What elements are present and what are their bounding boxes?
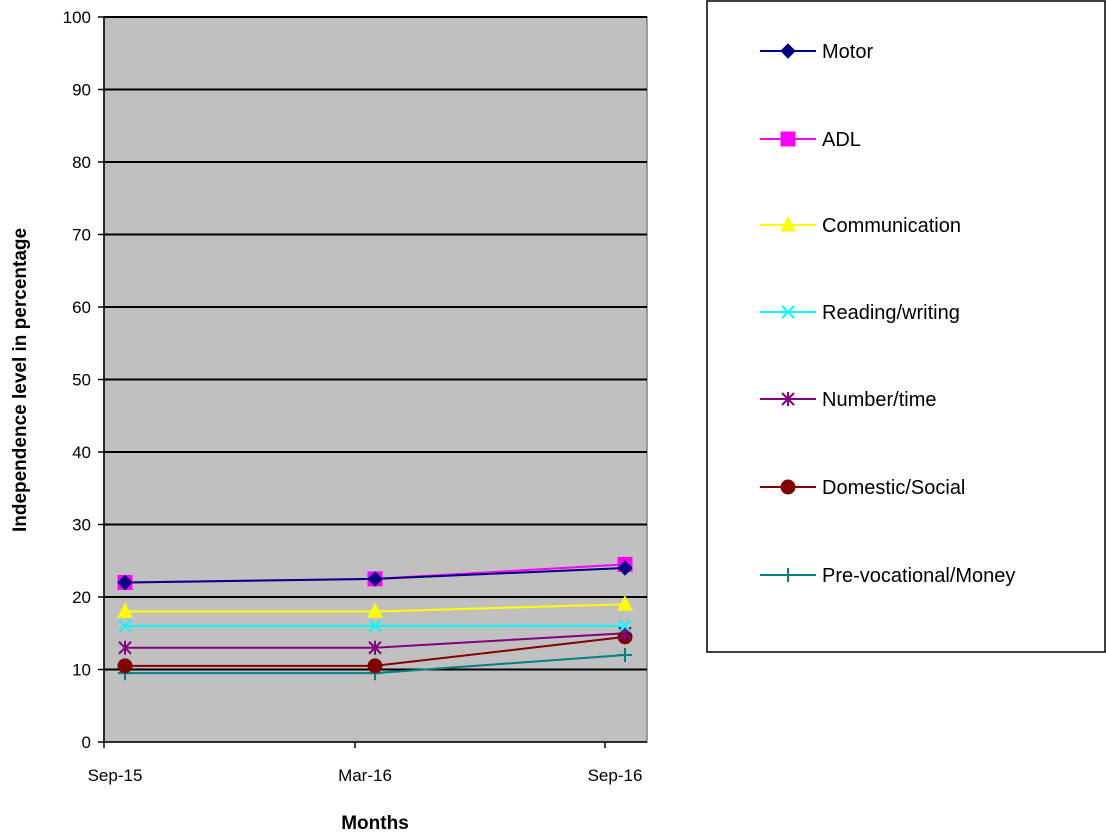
data-point bbox=[618, 648, 632, 662]
data-point bbox=[368, 640, 382, 655]
data-point bbox=[117, 602, 133, 618]
data-point bbox=[367, 658, 383, 674]
legend-label: Number/time bbox=[822, 389, 936, 411]
legend-label: Domestic/Social bbox=[822, 477, 965, 499]
legend-label: Reading/writing bbox=[822, 302, 960, 324]
data-point bbox=[367, 602, 383, 618]
legend-marker bbox=[780, 215, 796, 232]
legend-marker bbox=[780, 131, 796, 147]
gridlines bbox=[104, 16, 647, 671]
y-tick-label: 50 bbox=[72, 371, 91, 390]
x-tick-label: Mar-16 bbox=[338, 766, 392, 785]
y-tick-label: 60 bbox=[72, 298, 91, 317]
y-tick-label: 90 bbox=[72, 81, 91, 100]
data-point bbox=[617, 560, 633, 576]
data-point bbox=[117, 574, 133, 591]
y-tick-label: 10 bbox=[72, 661, 91, 680]
data-point bbox=[117, 658, 133, 674]
data-point bbox=[618, 619, 632, 633]
y-tick-label: 40 bbox=[72, 443, 91, 462]
data-point bbox=[367, 571, 383, 587]
legend-marker bbox=[781, 305, 795, 319]
legend-label: Pre-vocational/Money bbox=[822, 565, 1015, 587]
y-tick-label: 30 bbox=[72, 516, 91, 535]
y-axis-title: Independence level in percentage bbox=[10, 228, 31, 532]
legend-label: Communication bbox=[822, 215, 961, 237]
x-axis-title: Months bbox=[341, 813, 409, 834]
legend-marker bbox=[781, 568, 795, 582]
data-point bbox=[368, 619, 382, 633]
y-tick-label: 20 bbox=[72, 588, 91, 607]
y-tick-label: 80 bbox=[72, 153, 91, 172]
legend-box bbox=[706, 0, 1106, 653]
data-point bbox=[617, 595, 633, 611]
legend-marker bbox=[780, 43, 796, 59]
data-point bbox=[118, 640, 132, 655]
legend-marker bbox=[781, 392, 795, 406]
legend-label: ADL bbox=[822, 129, 861, 151]
y-tick-label: 100 bbox=[63, 8, 91, 27]
axes: 0 10 20 30 40 50 60 70 80 90 100 Sep-15 Mar-16 Sep-16 bbox=[63, 8, 647, 785]
legend-marker bbox=[780, 479, 796, 495]
x-tick-label: Sep-15 bbox=[88, 766, 143, 785]
legend: Motor ADL Communication Reading/writing Numb… bbox=[760, 41, 1015, 587]
data-point bbox=[118, 619, 132, 633]
y-tick-label: 70 bbox=[72, 226, 91, 245]
x-tick-label: Sep-16 bbox=[588, 766, 643, 785]
y-tick-label: 0 bbox=[82, 733, 91, 752]
marker-layer bbox=[117, 556, 633, 681]
legend-label: Motor bbox=[822, 41, 873, 63]
